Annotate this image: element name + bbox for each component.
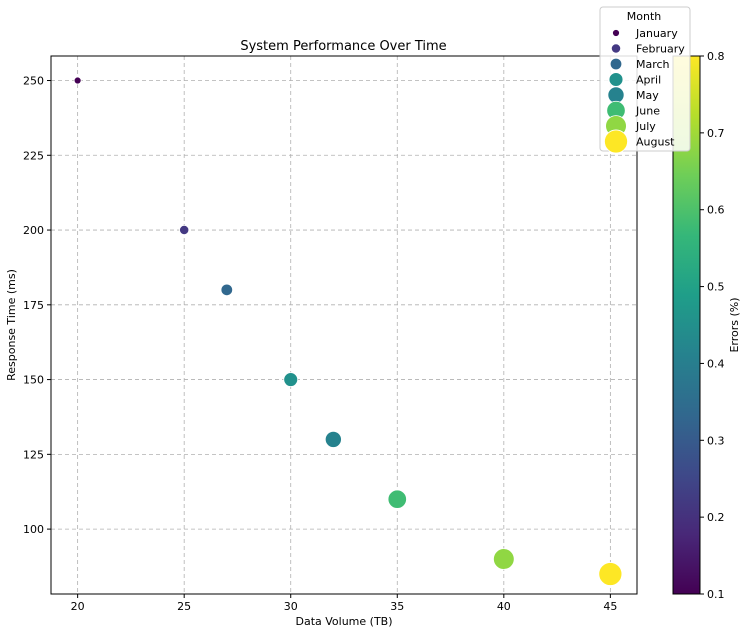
legend-label-july: July xyxy=(635,120,656,133)
x-tick-label: 40 xyxy=(497,600,511,613)
plot-area xyxy=(51,56,637,594)
scatter-point-april xyxy=(283,372,299,387)
y-tick-label: 250 xyxy=(23,75,44,88)
y-tick-label: 175 xyxy=(23,299,44,312)
colorbar-label: Errors (%) xyxy=(728,297,741,352)
scatter-point-june xyxy=(387,489,407,509)
y-tick-label: 150 xyxy=(23,374,44,387)
x-tick-label: 20 xyxy=(71,600,85,613)
plot-frame xyxy=(50,55,638,595)
x-tick-label: 45 xyxy=(603,600,617,613)
colorbar-tick-label: 0.1 xyxy=(707,588,725,601)
x-tick-label: 35 xyxy=(390,600,404,613)
scatter-point-january xyxy=(73,76,82,85)
colorbar-ticks: 0.1 0.2 0.3 0.4 0.5 0.6 0.7 0.8 xyxy=(700,50,725,601)
legend-title: Month xyxy=(627,10,662,23)
colorbar-tick-label: 0.6 xyxy=(707,204,725,217)
legend-label-january: January xyxy=(635,27,678,40)
chart-title: System Performance Over Time xyxy=(240,39,446,54)
scatter-point-march xyxy=(220,283,234,297)
colorbar-tick-label: 0.2 xyxy=(707,511,725,524)
legend-marker-august xyxy=(604,129,628,154)
legend-label-april: April xyxy=(636,74,661,87)
x-tick-label: 25 xyxy=(177,600,191,613)
colorbar-tick-label: 0.8 xyxy=(707,50,725,63)
legend-marker-march xyxy=(609,57,623,71)
y-tick-label: 225 xyxy=(23,149,44,162)
legend-label-march: March xyxy=(636,58,670,71)
x-axis-label: Data Volume (TB) xyxy=(295,615,392,628)
legend-label-june: June xyxy=(635,105,660,118)
colorbar-tick-label: 0.3 xyxy=(707,434,725,447)
legend-marker-february xyxy=(610,43,622,54)
scatter-point-february xyxy=(179,225,190,236)
legend-marker-april xyxy=(608,72,624,87)
legend: Month January February March April May June Ju… xyxy=(599,6,691,154)
y-tick-label: 100 xyxy=(23,523,44,536)
colorbar-tick-label: 0.5 xyxy=(707,281,725,294)
scatter-point-may xyxy=(324,430,342,448)
y-tick-label: 200 xyxy=(23,224,44,237)
scatter-point-july xyxy=(493,548,515,570)
legend-marker-may xyxy=(607,86,625,104)
colorbar-tick-label: 0.7 xyxy=(707,127,725,140)
y-tick-label: 125 xyxy=(23,448,44,461)
legend-label-february: February xyxy=(636,43,685,56)
axis-ticks: 20 25 30 35 40 45 100 125 150 175 200 225 250 xyxy=(23,75,617,613)
legend-entries: January February March April May June July Augu… xyxy=(604,27,685,154)
legend-label-august: August xyxy=(636,136,675,149)
scatter-points xyxy=(73,76,623,586)
legend-marker-january xyxy=(612,29,620,37)
scatter-point-august xyxy=(598,562,623,586)
colorbar-tick-label: 0.4 xyxy=(707,357,725,370)
y-axis-label: Response Time (ms) xyxy=(5,269,18,381)
legend-label-may: May xyxy=(636,89,659,102)
x-tick-label: 30 xyxy=(284,600,298,613)
